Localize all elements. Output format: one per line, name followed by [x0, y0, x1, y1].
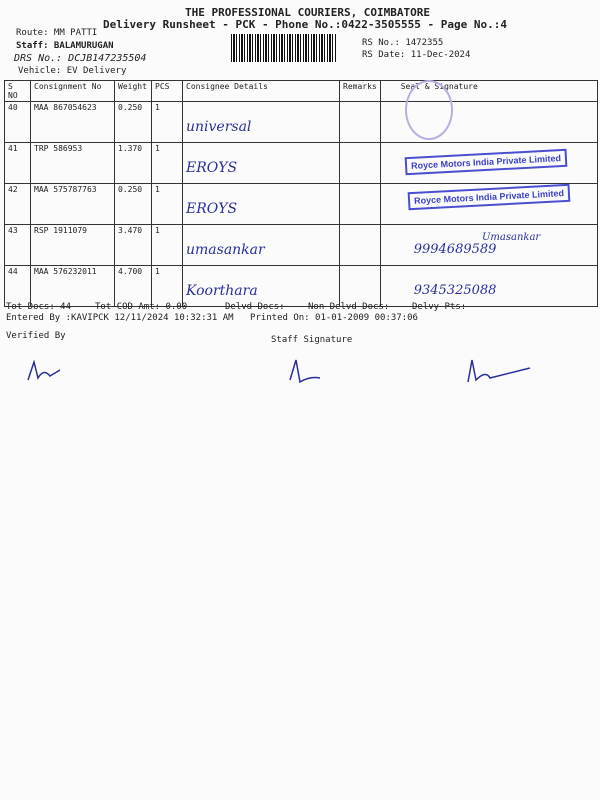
handwritten-consignee: EROYS	[186, 160, 238, 176]
route: Route: MM PATTI	[16, 28, 98, 38]
col-consignment: Consignment No	[30, 80, 115, 102]
cell-remarks	[339, 224, 381, 266]
entered-by: Entered By :KAVIPCK 12/11/2024 10:32:31 …	[6, 313, 234, 323]
cell-cons: TRP 586953	[30, 142, 115, 184]
cell-sno: 43	[4, 224, 31, 266]
cell-hand: universal	[182, 101, 340, 143]
drs-number: DRS No.: DCJB147235504	[14, 53, 147, 64]
cell-weight: 0.250	[114, 183, 152, 225]
cell-pcs: 1	[151, 101, 183, 143]
cell-hand: umasankar	[182, 224, 340, 266]
cell-remarks	[339, 101, 381, 143]
handwritten-consignee: umasankar	[186, 242, 265, 258]
cell-sig	[379, 183, 599, 225]
handwritten-phone: 9345325088	[413, 283, 497, 298]
cell-remarks	[339, 142, 381, 184]
table-row: 40 MAA 867054623 0.250 1 universal	[4, 101, 599, 143]
rs-date: RS Date: 11-Dec-2024	[362, 50, 471, 60]
table-row: 42 MAA 575787763 0.250 1 EROYS	[4, 183, 599, 225]
cell-remarks	[339, 183, 381, 225]
rs-number: RS No.: 1472355	[362, 38, 444, 48]
cell-sno: 41	[4, 142, 31, 184]
table-row: 44 MAA 576232011 4.700 1 Koorthara 9345325088	[4, 265, 599, 307]
cell-cons: MAA 576232011	[30, 265, 115, 307]
cell-hand: EROYS	[182, 142, 340, 184]
cell-cons: MAA 867054623	[30, 101, 115, 143]
barcode	[231, 34, 336, 62]
handwritten-name: Umasankar	[482, 232, 541, 243]
cell-sig: 9994689589	[379, 224, 599, 266]
staff: Staff: BALAMURUGAN	[16, 41, 114, 51]
cell-hand: EROYS	[182, 183, 340, 225]
verified-by: Verified By	[6, 331, 66, 341]
cell-pcs: 1	[151, 183, 183, 225]
cell-weight: 1.370	[114, 142, 152, 184]
printed-on: Printed On: 01-01-2009 00:37:06	[250, 313, 418, 323]
company-name: THE PROFESSIONAL COURIERS, COIMBATORE	[185, 6, 431, 19]
cell-weight: 4.700	[114, 265, 152, 307]
handwritten-phone: 9994689589	[413, 242, 497, 257]
cell-hand: Koorthara	[182, 265, 340, 307]
document-title: Delivery Runsheet - PCK - Phone No.:0422…	[103, 18, 507, 31]
cell-sno: 44	[4, 265, 31, 307]
cell-cons: RSP 1911079	[30, 224, 115, 266]
signatures	[27, 359, 531, 384]
cell-sno: 40	[4, 101, 31, 143]
table-header: S NO Consignment No Weight PCS Consignee…	[4, 80, 599, 102]
cell-weight: 3.470	[114, 224, 152, 266]
table-row: 43 RSP 1911079 3.470 1 umasankar 9994689589	[4, 224, 599, 266]
cell-pcs: 1	[151, 265, 183, 307]
non-delivered-docs: Non Delvd Docs:	[308, 302, 390, 312]
total-cod: Tot COD Amt: 0.00	[95, 302, 188, 312]
delivery-points: Delvy Pts:	[412, 302, 467, 312]
cell-cons: MAA 575787763	[30, 183, 115, 225]
col-pcs: PCS	[151, 80, 183, 102]
cell-pcs: 1	[151, 142, 183, 184]
col-weight: Weight	[114, 80, 152, 102]
seal-stamp	[405, 80, 453, 140]
delivered-docs: Delvd Docs:	[225, 302, 285, 312]
cell-remarks	[339, 265, 381, 307]
col-remarks: Remarks	[339, 80, 381, 102]
cell-sig: 9345325088	[379, 265, 599, 307]
table-row: 41 TRP 586953 1.370 1 EROYS	[4, 142, 599, 184]
handwritten-consignee: EROYS	[186, 201, 238, 217]
staff-signature-label: Staff Signature	[271, 335, 353, 345]
cell-pcs: 1	[151, 224, 183, 266]
cell-sno: 42	[4, 183, 31, 225]
vehicle: Vehicle: EV Delivery	[18, 66, 127, 76]
cell-sig	[379, 142, 599, 184]
col-consignee: Consignee Details	[182, 80, 340, 102]
cell-weight: 0.250	[114, 101, 152, 143]
total-docs: Tot Docs: 44	[6, 302, 72, 312]
col-sno: S NO	[4, 80, 31, 102]
handwritten-consignee: universal	[186, 119, 252, 135]
handwritten-consignee: Koorthara	[186, 283, 258, 299]
